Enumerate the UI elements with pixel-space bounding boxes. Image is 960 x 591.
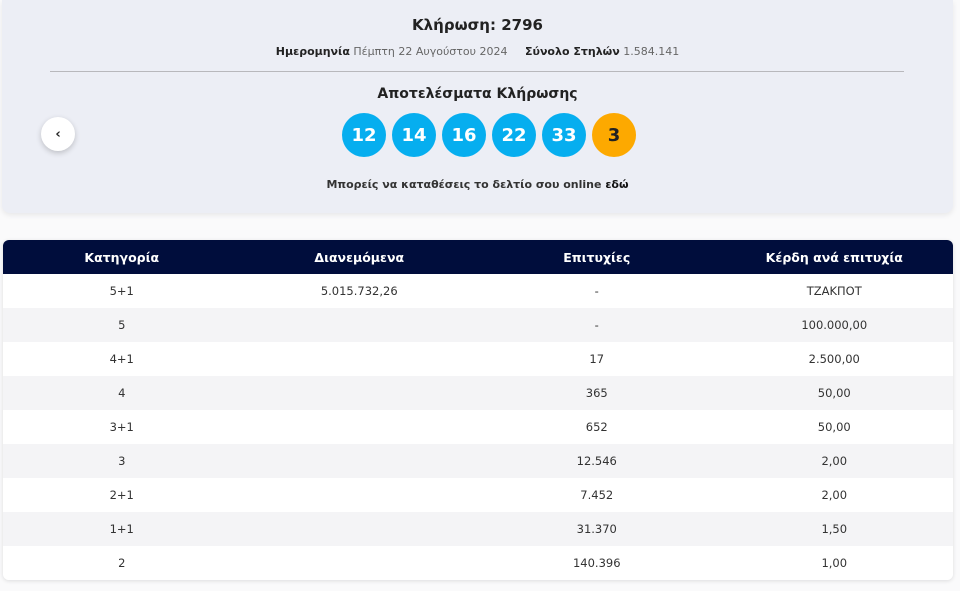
table-row: 2+1 7.452 2,00 bbox=[3, 478, 953, 512]
prize-cell: 2,00 bbox=[715, 444, 953, 478]
number-ball: 22 bbox=[492, 113, 536, 157]
distributed-cell bbox=[240, 444, 478, 478]
category-cell: 3 bbox=[3, 444, 241, 478]
distributed-cell: 5.015.732,26 bbox=[240, 274, 478, 308]
number-ball: 14 bbox=[392, 113, 436, 157]
date-label: Ημερομηνία bbox=[275, 45, 350, 58]
distributed-cell bbox=[240, 478, 478, 512]
category-cell: 2 bbox=[3, 546, 241, 580]
prize-cell: 1,50 bbox=[715, 512, 953, 546]
previous-draw-button[interactable]: ‹ bbox=[41, 117, 75, 151]
category-cell: 5 bbox=[3, 308, 241, 342]
winners-cell: 17 bbox=[478, 342, 716, 376]
total-value: 1.584.141 bbox=[623, 45, 680, 58]
table-row: 2 140.396 1,00 bbox=[3, 546, 953, 580]
online-text: Μπορείς να καταθέσεις το δελτίο σου onli… bbox=[2, 178, 953, 191]
table-row: 3+1 652 50,00 bbox=[3, 410, 953, 444]
number-ball: 33 bbox=[542, 113, 586, 157]
winning-numbers: 12 14 16 22 33 3 bbox=[2, 113, 953, 157]
total-label: Σύνολο Στηλών bbox=[525, 45, 620, 58]
winners-cell: 31.370 bbox=[478, 512, 716, 546]
category-cell: 5+1 bbox=[3, 274, 241, 308]
draw-meta: Ημερομηνία Πέμπτη 22 Αυγούστου 2024 Σύνο… bbox=[2, 45, 953, 58]
prize-cell: 2,00 bbox=[715, 478, 953, 512]
distributed-cell bbox=[240, 342, 478, 376]
table-row: 3 12.546 2,00 bbox=[3, 444, 953, 478]
prize-cell: 2.500,00 bbox=[715, 342, 953, 376]
header-winners: Επιτυχίες bbox=[478, 240, 716, 274]
header-distributed: Διανεμόμενα bbox=[240, 240, 478, 274]
winners-cell: 7.452 bbox=[478, 478, 716, 512]
header-category: Κατηγορία bbox=[3, 240, 241, 274]
winners-cell: - bbox=[478, 274, 716, 308]
category-cell: 2+1 bbox=[3, 478, 241, 512]
winners-cell: - bbox=[478, 308, 716, 342]
category-cell: 4+1 bbox=[3, 342, 241, 376]
winners-cell: 652 bbox=[478, 410, 716, 444]
category-cell: 4 bbox=[3, 376, 241, 410]
number-ball: 12 bbox=[342, 113, 386, 157]
draw-title: Κλήρωση: 2796 bbox=[412, 16, 543, 34]
distributed-cell bbox=[240, 512, 478, 546]
date-value: Πέμπτη 22 Αυγούστου 2024 bbox=[353, 45, 508, 58]
bonus-ball: 3 bbox=[592, 113, 636, 157]
winners-cell: 12.546 bbox=[478, 444, 716, 478]
table-row: 5 -100.000,00 bbox=[3, 308, 953, 342]
table-row: 5+1 5.015.732,26- ΤΖΑΚΠΟΤ bbox=[3, 274, 953, 308]
table-row: 4 365 50,00 bbox=[3, 376, 953, 410]
prize-cell: ΤΖΑΚΠΟΤ bbox=[715, 274, 953, 308]
distributed-cell bbox=[240, 376, 478, 410]
distributed-cell bbox=[240, 410, 478, 444]
online-link[interactable]: εδώ bbox=[605, 178, 629, 191]
category-cell: 1+1 bbox=[3, 512, 241, 546]
draw-card: Κλήρωση: 2796 Ημερομηνία Πέμπτη 22 Αυγού… bbox=[2, 0, 953, 213]
category-cell: 3+1 bbox=[3, 410, 241, 444]
prize-table: Κατηγορία Διανεμόμενα Επιτυχίες Κέρδη αν… bbox=[3, 240, 953, 580]
winners-cell: 140.396 bbox=[478, 546, 716, 580]
results-heading: Αποτελέσματα Κλήρωσης bbox=[377, 86, 578, 102]
prize-cell: 50,00 bbox=[715, 376, 953, 410]
number-ball: 16 bbox=[442, 113, 486, 157]
prize-cell: 50,00 bbox=[715, 410, 953, 444]
prize-cell: 100.000,00 bbox=[715, 308, 953, 342]
divider bbox=[50, 71, 904, 72]
distributed-cell bbox=[240, 546, 478, 580]
winners-cell: 365 bbox=[478, 376, 716, 410]
header-prize: Κέρδη ανά επιτυχία bbox=[715, 240, 953, 274]
online-text-label: Μπορείς να καταθέσεις το δελτίο σου onli… bbox=[326, 178, 602, 191]
table-row: 4+1 17 2.500,00 bbox=[3, 342, 953, 376]
distributed-cell bbox=[240, 308, 478, 342]
chevron-left-icon: ‹ bbox=[55, 126, 61, 142]
table-row: 1+1 31.370 1,50 bbox=[3, 512, 953, 546]
prize-cell: 1,00 bbox=[715, 546, 953, 580]
